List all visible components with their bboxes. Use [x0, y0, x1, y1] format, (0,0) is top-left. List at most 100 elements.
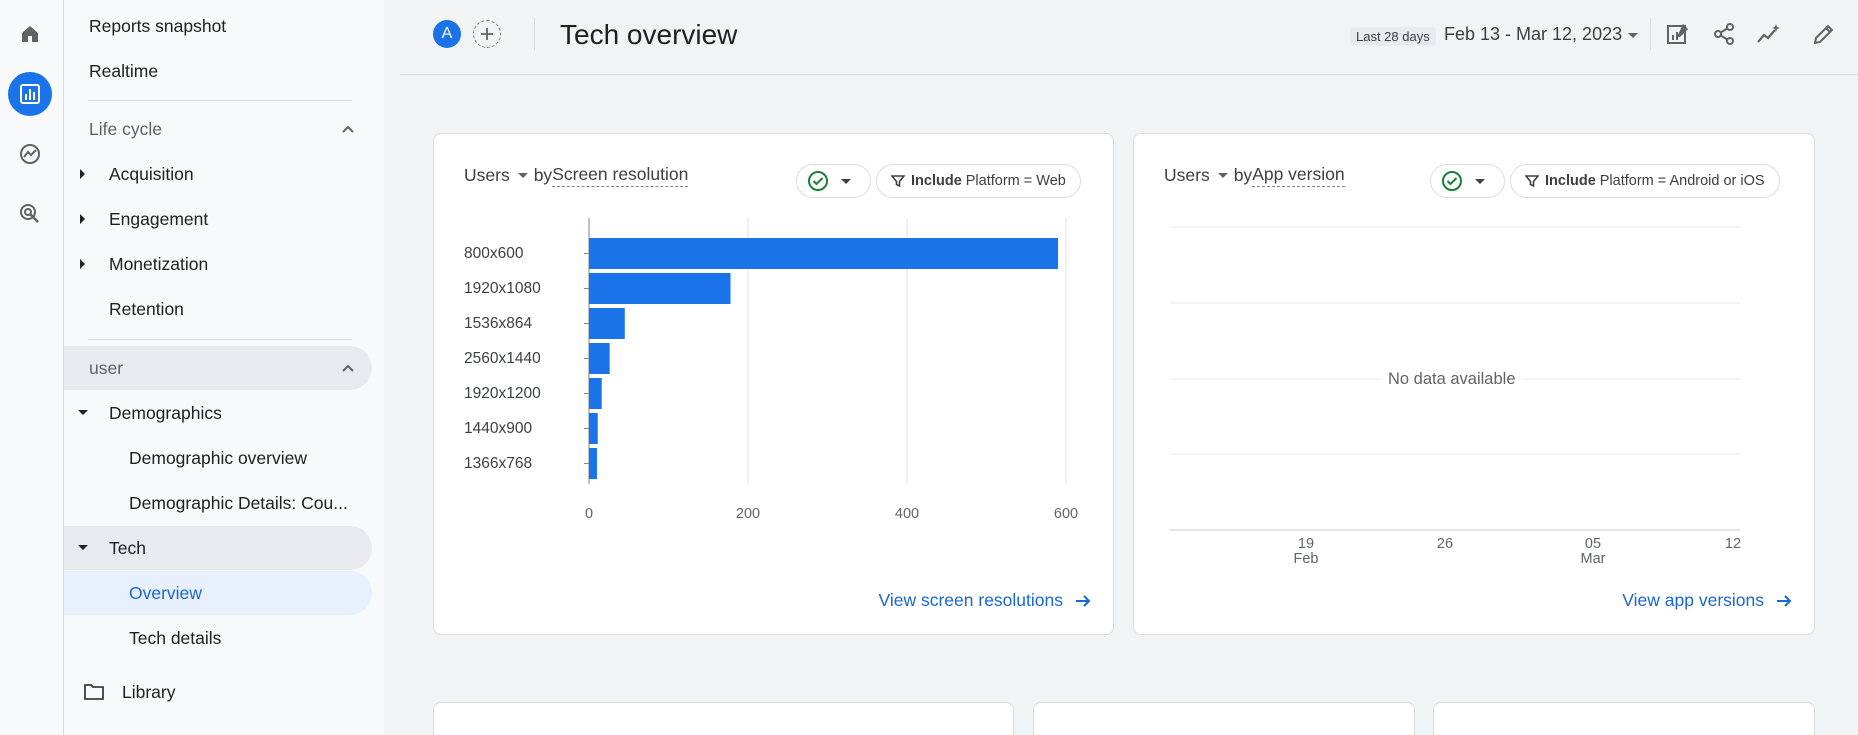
insights-icon[interactable] [1755, 20, 1783, 48]
page-title: Tech overview [560, 19, 738, 50]
user-section-header[interactable]: user [64, 346, 372, 390]
nav-retention[interactable]: Retention [64, 287, 364, 331]
view-link-label: View app versions [1622, 590, 1764, 610]
x-tick-label: 0 [584, 506, 594, 522]
platform-filter-chip[interactable]: Include Platform = Web [876, 164, 1081, 198]
filter-text: Platform = Android or iOS [1599, 173, 1765, 189]
bar[interactable] [589, 238, 1059, 269]
lifecycle-section-title: Life cycle [89, 118, 162, 139]
card-title: Users by App version [1164, 164, 1345, 187]
metric-dropdown-icon[interactable] [1217, 173, 1228, 178]
date-dropdown-icon[interactable] [1628, 33, 1638, 38]
folder-icon [84, 684, 104, 700]
metric-dropdown-icon[interactable] [517, 173, 528, 178]
screen-resolution-bar-chart [584, 218, 1067, 484]
header-divider [1650, 18, 1651, 50]
bar[interactable] [589, 273, 731, 304]
edit-pencil-icon[interactable] [1810, 20, 1838, 48]
date-range-picker[interactable]: Feb 13 - Mar 12, 2023 [1444, 24, 1623, 44]
bar-category-label: 800x600 [464, 245, 524, 262]
lifecycle-section-header[interactable]: Life cycle [64, 107, 372, 151]
arrow-right-icon [1777, 594, 1792, 607]
x-tick-day: 19 [1297, 536, 1315, 552]
nav-reports-snapshot[interactable]: Reports snapshot [89, 15, 227, 36]
x-tick-label: 600 [1053, 506, 1079, 522]
comparison-avatar[interactable]: A [433, 20, 461, 48]
nav-tech[interactable]: Tech [64, 526, 372, 570]
nav-demographic-details[interactable]: Demographic Details: Cou... [129, 492, 348, 513]
no-data-message: No data available [1382, 370, 1522, 389]
dimension-selector[interactable]: Screen resolution [552, 164, 689, 187]
x-tick-label: 400 [894, 506, 920, 522]
view-app-versions-link[interactable]: View app versions [1622, 590, 1792, 611]
nav-demographic-overview[interactable]: Demographic overview [129, 447, 307, 468]
share-icon[interactable] [1710, 20, 1738, 48]
header-divider [534, 18, 535, 50]
x-tick-label: 26 [1437, 537, 1453, 552]
x-tick-day: 05 [1584, 536, 1602, 552]
arrow-right-icon [1076, 594, 1091, 607]
filter-icon [891, 175, 905, 188]
nav-demographics[interactable]: Demographics [64, 391, 364, 435]
nav-demographics-label: Demographics [109, 402, 222, 423]
x-tick-label: 12 [1725, 537, 1741, 552]
bar[interactable] [589, 413, 598, 444]
check-circle-icon [1442, 171, 1462, 191]
comparison-toggle[interactable] [796, 164, 871, 198]
by-label: by [533, 165, 553, 185]
nav-acquisition[interactable]: Acquisition [64, 152, 364, 196]
nav-tech-label: Tech [109, 537, 146, 558]
home-icon[interactable] [8, 12, 52, 56]
nav-retention-label: Retention [109, 298, 184, 319]
caret-down-icon [841, 178, 851, 184]
x-tick-label: 200 [735, 506, 761, 522]
advertising-icon[interactable] [8, 192, 52, 236]
caret-down-icon [78, 545, 88, 550]
bar-category-label: 1366x768 [464, 455, 533, 472]
caret-right-icon [80, 259, 85, 269]
nav-monetization[interactable]: Monetization [64, 242, 364, 286]
bar[interactable] [589, 378, 602, 409]
bar-category-label: 1920x1200 [464, 385, 541, 402]
nav-tech-overview[interactable]: Overview [64, 571, 372, 615]
dimension-selector[interactable]: App version [1252, 164, 1345, 187]
app-version-card: Users by App version Include Platform = … [1133, 133, 1815, 635]
comparison-toggle[interactable] [1430, 164, 1505, 198]
bottom-card [1033, 702, 1415, 735]
caret-down-icon [78, 410, 88, 415]
nav-divider [88, 339, 352, 340]
filter-icon [1525, 175, 1539, 188]
caret-right-icon [80, 214, 85, 224]
metric-selector[interactable]: Users [464, 165, 510, 185]
x-tick-day: 12 [1724, 536, 1742, 552]
bar[interactable] [589, 448, 597, 479]
filter-include-label: Include [911, 173, 962, 189]
nav-monetization-label: Monetization [109, 253, 209, 274]
bottom-card [433, 702, 1014, 735]
x-tick-month: Mar [1580, 551, 1606, 567]
nav-tech-details[interactable]: Tech details [129, 627, 222, 648]
bar[interactable] [589, 343, 610, 374]
card-title: Users by Screen resolution [464, 164, 689, 187]
customize-report-icon[interactable] [1664, 20, 1692, 48]
user-section-title: user [89, 357, 124, 378]
filter-text: Platform = Web [965, 173, 1066, 189]
nav-engagement-label: Engagement [109, 208, 209, 229]
reports-nav: Reports snapshot Realtime Life cycle Acq… [64, 0, 384, 735]
metric-selector[interactable]: Users [1164, 165, 1210, 185]
view-screen-resolutions-link[interactable]: View screen resolutions [879, 590, 1092, 611]
x-tick-label: 19 Feb [1294, 537, 1319, 567]
reports-icon[interactable] [8, 72, 52, 116]
nav-acquisition-label: Acquisition [109, 163, 194, 184]
add-comparison-button[interactable] [473, 20, 501, 48]
view-link-label: View screen resolutions [878, 590, 1064, 610]
date-preset-chip[interactable]: Last 28 days [1350, 27, 1436, 46]
explore-icon[interactable] [8, 132, 52, 176]
platform-filter-chip[interactable]: Include Platform = Android or iOS [1510, 164, 1780, 198]
x-tick-day: 26 [1436, 536, 1454, 552]
caret-right-icon [80, 169, 85, 179]
bar[interactable] [589, 308, 625, 339]
nav-realtime[interactable]: Realtime [89, 60, 159, 81]
nav-library[interactable]: Library [84, 670, 176, 714]
nav-engagement[interactable]: Engagement [64, 197, 364, 241]
